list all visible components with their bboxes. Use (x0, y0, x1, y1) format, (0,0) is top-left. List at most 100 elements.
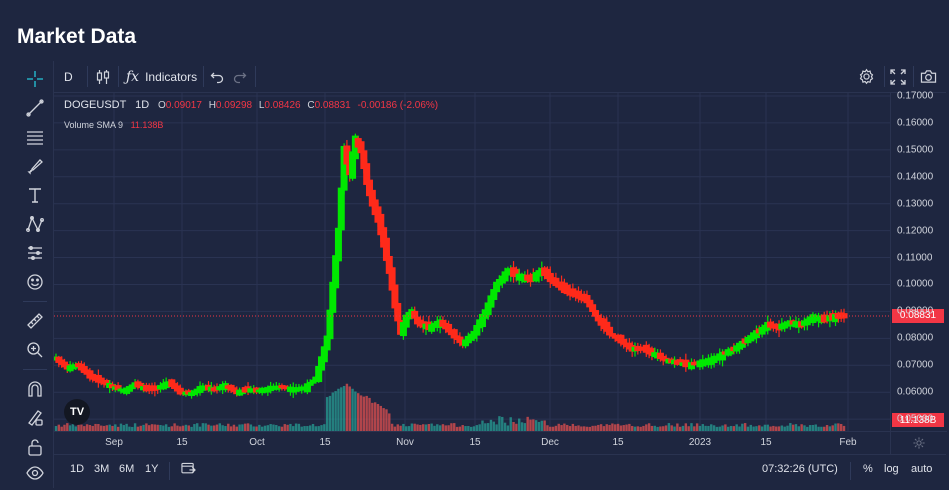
volume-bar (215, 424, 219, 431)
volume-bar (139, 425, 142, 431)
utc-clock[interactable]: 07:32:26 (UTC) (762, 463, 838, 475)
range-6m-button[interactable]: 6M (119, 463, 135, 475)
y-tick-label: 0.13000 (897, 198, 934, 210)
candle-body (738, 340, 746, 348)
trend-line-icon[interactable] (20, 96, 50, 120)
legend-change: -0.00186 (-2.06%) (357, 100, 439, 111)
drawing-toolbar (17, 61, 54, 488)
volume-bar (724, 424, 727, 431)
volume-bar (97, 424, 100, 431)
volume-bar (167, 426, 171, 431)
volume-bar (142, 424, 145, 431)
volume-bar (591, 425, 594, 431)
volume-bar (489, 419, 493, 431)
emoji-icon[interactable] (20, 270, 50, 294)
volume-bar (464, 426, 467, 431)
volume-legend-label[interactable]: Volume SMA 9 (64, 120, 124, 130)
interval-button[interactable]: D (64, 69, 73, 84)
volume-bar (218, 423, 222, 431)
volume-bar (207, 424, 210, 431)
price-pane[interactable]: DOGEUSDT 1D O0.09017 H0.09298 L0.08426 C… (54, 93, 890, 431)
volume-last-label: 11.138B (892, 413, 944, 427)
volume-legend: Volume SMA 9 11.138B (64, 120, 163, 130)
volume-bar (749, 424, 752, 431)
lock-icon[interactable] (20, 435, 50, 459)
fullscreen-icon[interactable] (890, 65, 906, 88)
volume-bar (582, 426, 586, 431)
auto-toggle[interactable]: auto (911, 463, 933, 475)
volume-bar (376, 403, 380, 431)
gear-icon[interactable] (858, 65, 875, 88)
volume-bar (133, 423, 137, 431)
volume-bar (467, 426, 470, 431)
candle-body (493, 281, 501, 293)
volume-bar (625, 424, 628, 431)
volume-bar (351, 388, 354, 431)
volume-bar (354, 391, 357, 431)
volume-bar (176, 425, 179, 431)
volume-bar (681, 425, 685, 431)
time-axis[interactable]: Sep 15 Oct 15 Nov 15 Dec 15 2023 15 Feb (54, 431, 890, 454)
volume-bar (136, 426, 140, 431)
candle-body (484, 302, 492, 316)
volume-bar (825, 425, 829, 431)
candle-body (380, 227, 388, 248)
volume-bar (88, 425, 92, 431)
crosshair-icon[interactable] (20, 67, 50, 91)
volume-bar (639, 426, 642, 431)
volume-bar (114, 424, 117, 431)
y-tick-label: 0.08000 (897, 332, 934, 344)
volume-bar (201, 423, 205, 431)
undo-icon[interactable] (210, 65, 224, 88)
indicators-button[interactable]: ƒx Indicators (126, 65, 197, 88)
log-toggle[interactable]: log (884, 463, 899, 475)
legend-low: 0.08426 (264, 100, 301, 111)
volume-bar (597, 424, 600, 431)
volume-bar (557, 423, 560, 431)
candles-icon[interactable] (96, 65, 110, 88)
axis-settings-icon[interactable] (890, 431, 947, 454)
tradingview-logo[interactable]: TV (64, 399, 90, 425)
volume-bar (74, 426, 77, 431)
candle-body (606, 326, 614, 336)
volume-bar (814, 424, 817, 431)
volume-bar (763, 424, 767, 431)
candle-body (456, 336, 464, 343)
lock-drawing-icon[interactable] (20, 406, 50, 430)
brush-icon[interactable] (20, 154, 50, 178)
volume-bar (667, 423, 671, 431)
candle-body (334, 227, 342, 262)
bottom-toolbar: 1D 3M 6M 1Y 07:32:26 (UTC) % log auto (54, 454, 946, 489)
volume-bar (164, 424, 168, 431)
volume-bar (594, 425, 597, 431)
percent-toggle[interactable]: % (863, 463, 873, 475)
price-axis[interactable]: 0.08831 11.138B 0.17000 0.16000 0.15000 0.1… (890, 91, 947, 431)
range-3m-button[interactable]: 3M (94, 463, 110, 475)
fib-icon[interactable] (20, 125, 50, 149)
volume-bar (193, 424, 196, 431)
forecast-icon[interactable] (20, 241, 50, 265)
eye-icon[interactable] (20, 461, 50, 485)
magnet-icon[interactable] (20, 377, 50, 401)
candle-body (137, 382, 145, 389)
volume-bar (498, 416, 501, 431)
legend-symbol[interactable]: DOGEUSDT (64, 99, 127, 111)
volume-bar (421, 424, 425, 431)
range-1y-button[interactable]: 1Y (145, 463, 159, 475)
volume-bar (111, 425, 114, 431)
zoom-in-icon[interactable] (20, 338, 50, 362)
volume-bar (786, 425, 789, 431)
volume-bar (300, 426, 303, 431)
pattern-icon[interactable] (20, 212, 50, 236)
range-1d-button[interactable]: 1D (70, 463, 85, 475)
redo-icon[interactable] (233, 65, 247, 88)
volume-bar (179, 426, 182, 431)
text-icon[interactable] (20, 183, 50, 207)
volume-bar (794, 424, 798, 431)
volume-bar (393, 426, 397, 431)
date-range-icon[interactable] (181, 462, 196, 479)
volume-bar (399, 425, 402, 431)
camera-icon[interactable] (920, 65, 937, 88)
legend-o-label: O (157, 100, 166, 111)
ruler-icon[interactable] (20, 309, 50, 333)
